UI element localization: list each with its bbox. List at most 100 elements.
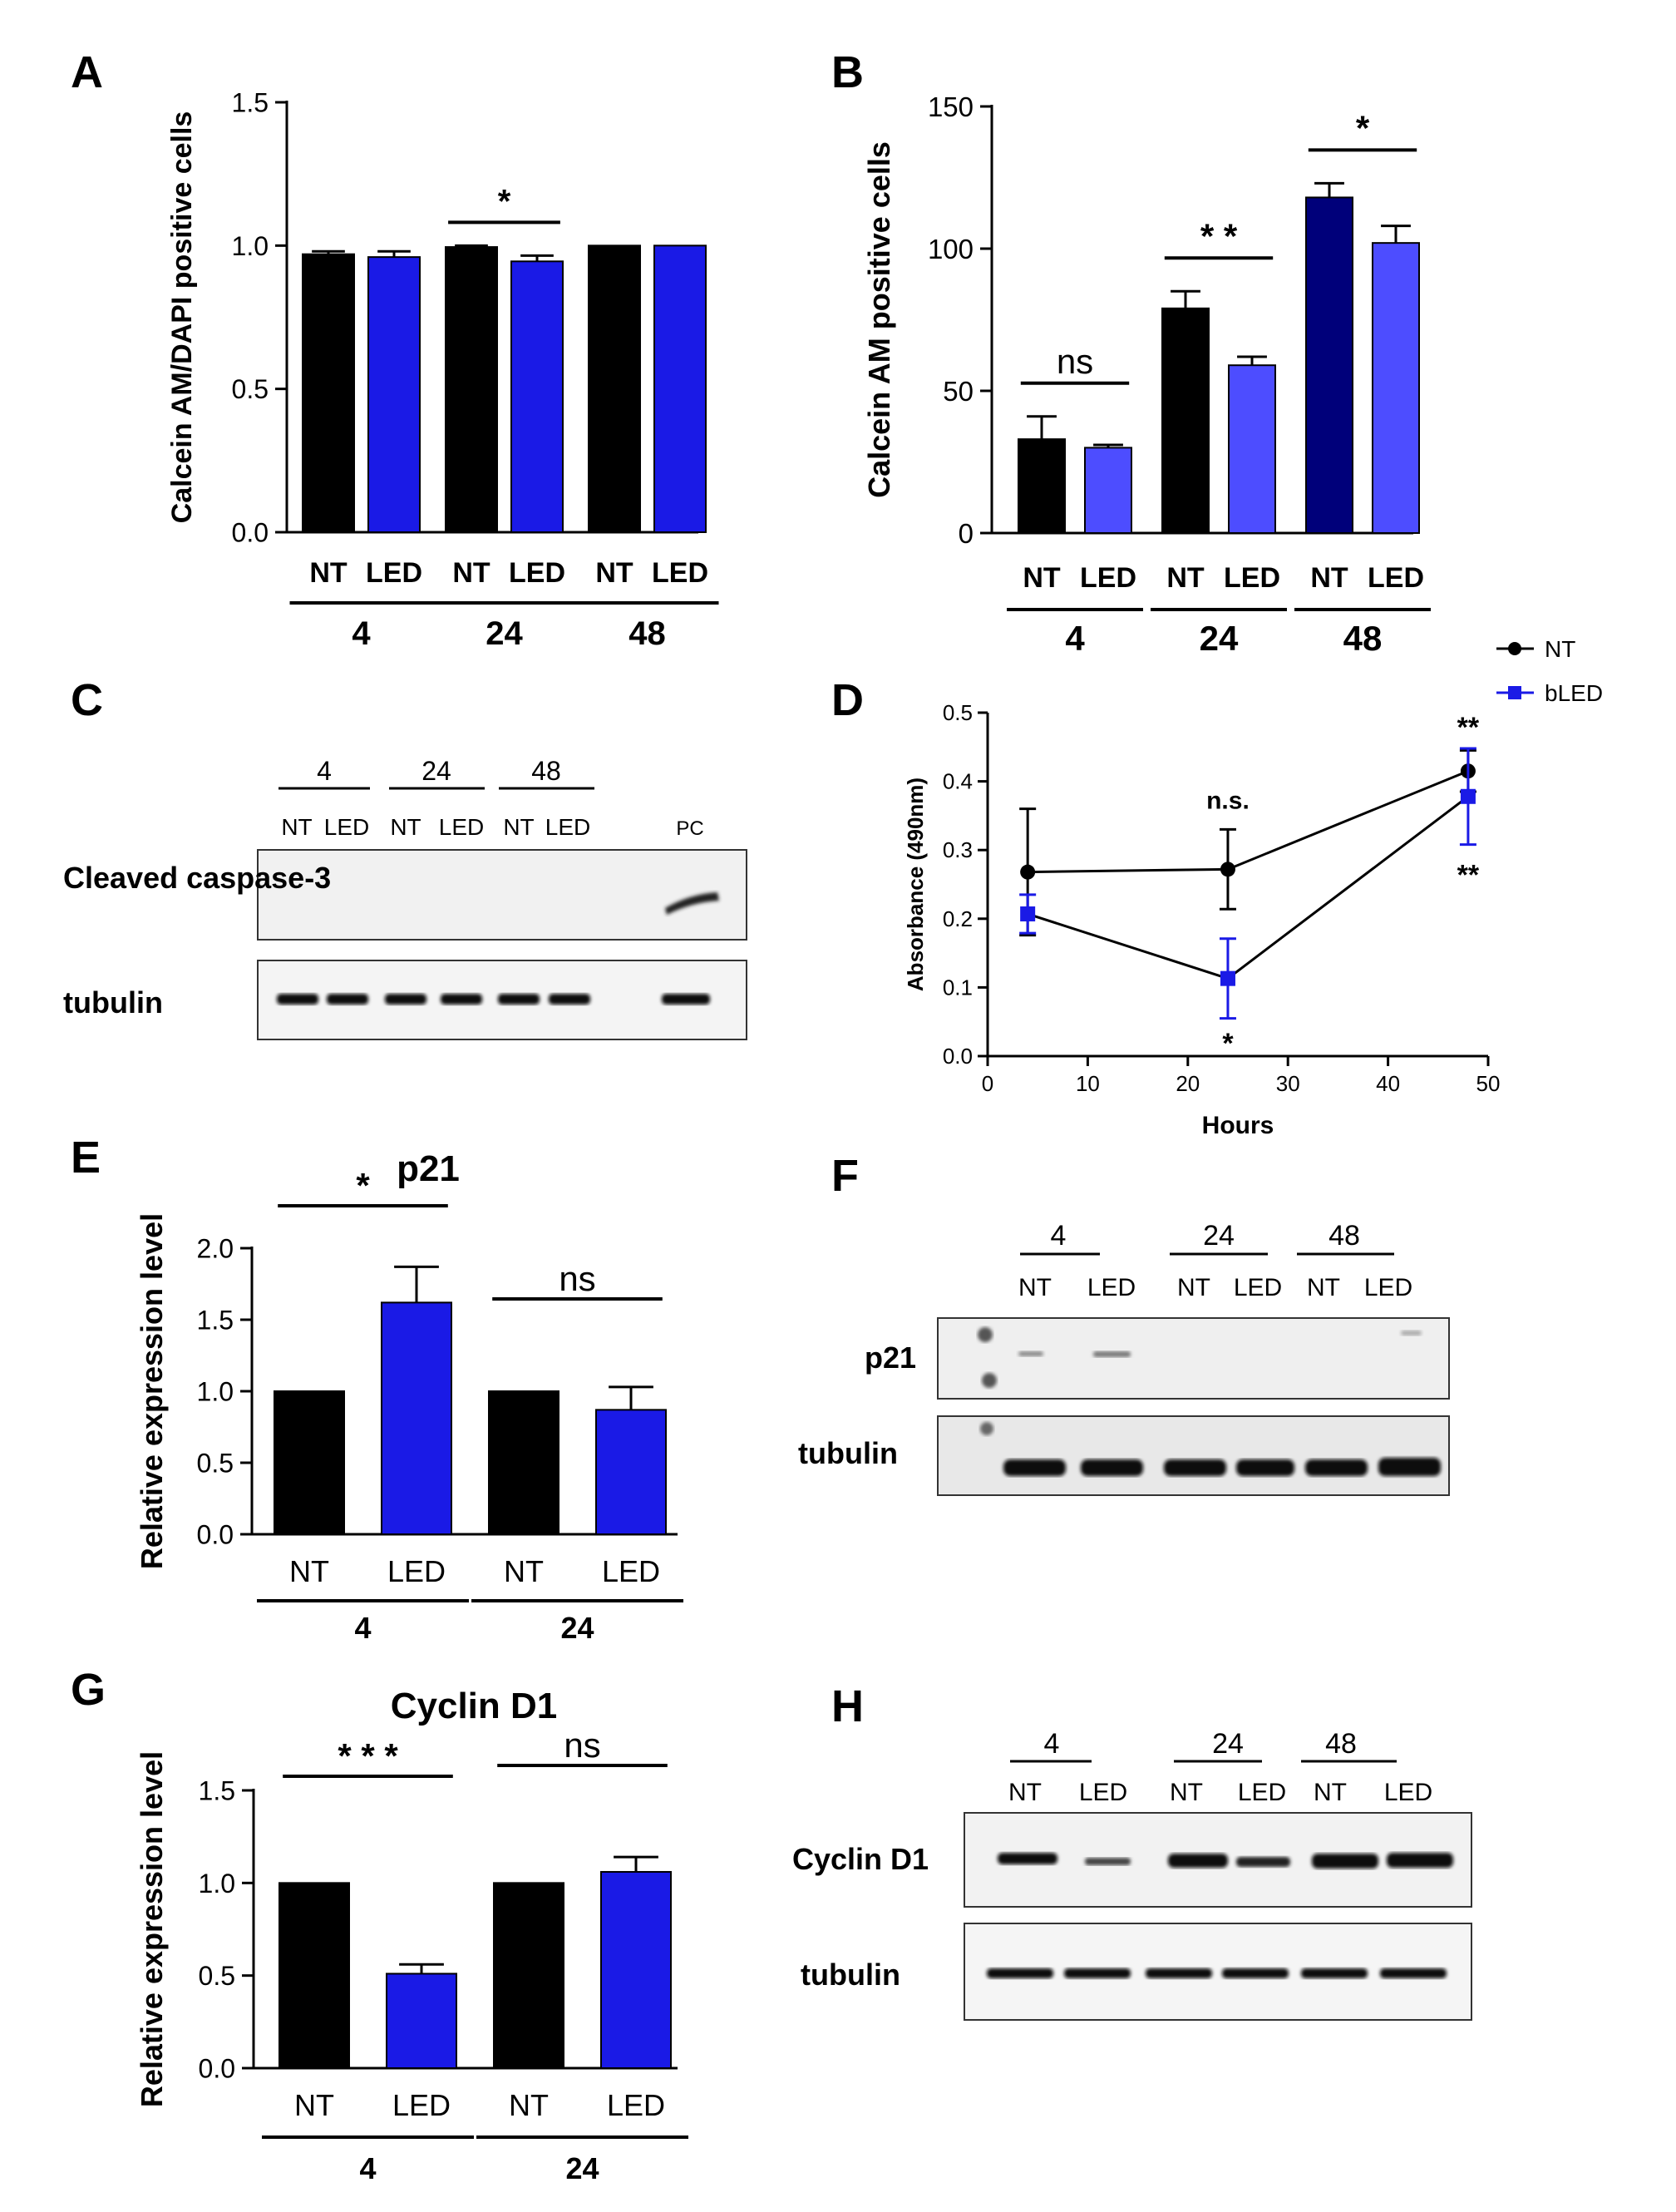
blot-h-cyclin-band (998, 1853, 1057, 1864)
blot-h: 4 24 48 NT LED NT LED NT LED Cyclin D1 t… (792, 1728, 1472, 2021)
chart-d-x-label: Hours (1202, 1112, 1274, 1139)
blot-h-lane: NT (1008, 1779, 1042, 1806)
chart-e-title: p21 (397, 1148, 460, 1189)
chart-b-bar (1084, 447, 1132, 535)
blot-c-caspase-text: Cleaved caspase-3 (63, 861, 331, 895)
panel-letter-b: B (831, 47, 864, 97)
chart-b-bar (1018, 438, 1066, 535)
blot-f-lane: LED (1234, 1274, 1282, 1301)
blot-h-group-4: 4 (1044, 1728, 1060, 1760)
blot-f-group-4: 4 (1051, 1220, 1067, 1252)
chart-d-y-tick-label: 0.1 (943, 975, 973, 1000)
chart-d-annotation: * (1222, 1028, 1234, 1059)
chart-a-y-tick-label: 0.5 (232, 374, 269, 404)
chart-e-bar (595, 1409, 667, 1535)
blot-h-lane: NT (1314, 1779, 1347, 1806)
blot-c-tubulin-band (498, 994, 540, 1005)
chart-e-y-tick-label: 1.5 (197, 1306, 234, 1336)
blot-c-pc-band (665, 892, 719, 915)
blot-h-tubulin-band (1301, 1968, 1368, 1978)
chart-b-y-tick-label: 100 (928, 234, 974, 264)
blot-f-group-48: 48 (1328, 1220, 1360, 1252)
chart-e-sig-label: * (356, 1166, 370, 1205)
chart-g-category-label: NT (294, 2088, 334, 2122)
chart-d-annotation: ** (1457, 712, 1480, 743)
chart-a-group-label: 24 (486, 615, 523, 652)
chart-e-category-label: NT (289, 1554, 329, 1588)
chart-b-bar (1161, 307, 1210, 534)
chart-b-category-label: NT (1166, 562, 1205, 594)
chart-g-sig-label: * * * (338, 1736, 398, 1775)
chart-a-y-tick-label: 0.0 (232, 518, 269, 548)
chart-d-point-nt (1220, 862, 1235, 877)
blot-f-tubulin-band (1305, 1459, 1368, 1476)
blot-h-lane: LED (1384, 1779, 1432, 1806)
chart-d-y-tick-label: 0.2 (943, 906, 973, 931)
chart-a-bar (302, 253, 355, 533)
chart-d-x-tick-label: 50 (1476, 1071, 1501, 1096)
chart-d-annotation: ** (1457, 860, 1480, 891)
chart-b-bar (1372, 242, 1420, 534)
blot-c-group-24: 24 (421, 756, 451, 786)
chart-d-series-line-bled (1027, 795, 1469, 980)
chart-g-bar (386, 1973, 457, 2069)
chart-a-y-tick-label: 1.0 (232, 231, 269, 261)
chart-b-group-label: 24 (1200, 619, 1239, 658)
chart-d-legend-label: NT (1545, 636, 1575, 662)
panel-letter-c: C (71, 675, 103, 725)
panel-letter-a: A (71, 47, 103, 97)
charts-layer: 0.0 0.5 1.0 1.5 Calcein AM/DAPI positive cel… (135, 88, 1603, 2185)
chart-g-title: Cyclin D1 (391, 1686, 558, 1726)
blot-f-p21-membrane (937, 1317, 1450, 1400)
blot-c-lane: LED (439, 814, 484, 840)
chart-g-category-label: LED (607, 2088, 665, 2122)
blot-f-p21-band (1401, 1331, 1422, 1336)
chart-e-y-tick-label: 0.5 (197, 1449, 234, 1479)
blot-f-lane: NT (1018, 1274, 1052, 1301)
blot-f-row-label-tubulin: tubulin (798, 1436, 898, 1470)
blot-c-group-4: 4 (317, 756, 332, 786)
blot-h-cyclin-band (1236, 1857, 1290, 1867)
blot-h-group-48: 48 (1325, 1728, 1357, 1760)
chart-b-y-tick-label: 0 (959, 518, 974, 549)
blot-c-tubulin-band (549, 994, 590, 1005)
chart-e-group-label: 4 (354, 1611, 371, 1645)
chart-d-x-tick-label: 20 (1176, 1071, 1200, 1096)
blot-f-ladder-spot (982, 1373, 997, 1388)
chart-g-y-tick-label: 1.0 (199, 1869, 235, 1898)
chart-a-bar (588, 244, 641, 533)
chart-d-legend-marker (1508, 642, 1521, 655)
chart-g-y-label: Relative expression level (135, 1751, 169, 2107)
chart-b-y-tick-label: 50 (943, 376, 974, 407)
chart-g-bar (600, 1870, 672, 2070)
blot-f-tubulin-band (1003, 1459, 1066, 1476)
chart-d-x-tick-label: 0 (982, 1071, 993, 1096)
blot-f-ladder-spot (978, 1327, 993, 1342)
chart-d-point-nt (1020, 864, 1036, 880)
blot-c-tubulin-band (385, 994, 426, 1005)
blot-h-cyclin-band (1312, 1854, 1378, 1869)
blot-f-lane: NT (1177, 1274, 1210, 1301)
blot-c-lane: NT (281, 814, 312, 840)
chart-a-category-label: LED (509, 557, 565, 589)
blot-h-tubulin-band (1222, 1968, 1289, 1978)
chart-a-bar (367, 256, 421, 533)
chart-d-series-line-nt (1028, 769, 1469, 874)
blot-h-group-24: 24 (1212, 1728, 1244, 1760)
chart-g-sig-label: ns (564, 1726, 600, 1765)
chart-d-x-tick-label: 30 (1276, 1071, 1300, 1096)
chart-g-group-label: 4 (359, 2151, 376, 2185)
blot-h-cyclin-band (1387, 1853, 1453, 1868)
chart-e-y-label: Relative expression level (135, 1213, 169, 1569)
blot-c-tubulin-band (277, 994, 318, 1005)
chart-a-category-label: NT (309, 557, 348, 589)
chart-e-category-label: NT (504, 1554, 544, 1588)
chart-d-point-bled (1460, 788, 1476, 804)
chart-e-bar (488, 1390, 559, 1535)
chart-b-category-label: NT (1023, 562, 1061, 594)
chart-g-category-label: LED (392, 2088, 451, 2122)
panel-letter-d: D (831, 675, 864, 725)
blot-c-row-label-caspase: Cleaved caspase-3 (63, 861, 331, 895)
chart-e-y-tick-label: 1.0 (197, 1377, 234, 1407)
